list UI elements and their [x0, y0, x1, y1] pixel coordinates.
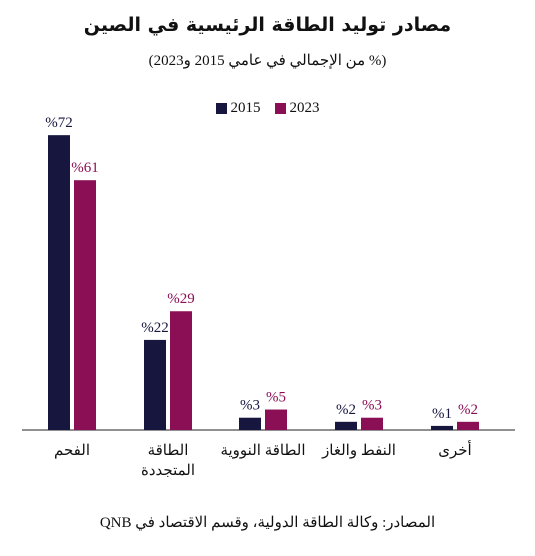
bar-2023-3 — [361, 417, 383, 430]
data-label-2015-4: %1 — [432, 406, 452, 422]
category-label-4: أخرى — [438, 440, 471, 459]
bar-2023-2 — [265, 409, 287, 430]
category-label-3: النفط والغاز — [321, 443, 396, 459]
data-label-2015-2: %3 — [240, 398, 260, 414]
bar-2015-2 — [239, 417, 261, 430]
source-note: المصادر: وكالة الطاقة الدولية، وقسم الاق… — [99, 515, 436, 531]
bar-2015-4 — [431, 425, 453, 430]
data-label-2015-0: %72 — [45, 115, 73, 131]
bar-chart: %72 %61 الفحم %22 %29 الطاقة المتجددة %3 %5 الطاق… — [22, 115, 515, 479]
legend-item-2015: 2015 — [215, 100, 261, 117]
bar-2015-1 — [144, 339, 166, 430]
data-label-2023-4: %2 — [458, 402, 478, 418]
legend-label-2015: 2015 — [230, 100, 261, 116]
legend-item-2023: 2023 — [274, 100, 320, 117]
bar-2023-4 — [457, 421, 479, 430]
category-label-1-line-0: الطاقة — [148, 443, 189, 459]
bar-2015-3 — [335, 421, 357, 430]
data-label-2015-1: %22 — [141, 320, 169, 336]
category-label-2: الطاقة النووية — [220, 443, 305, 459]
legend-swatch-2015 — [215, 103, 227, 114]
data-label-2023-3: %3 — [362, 398, 382, 414]
chart-title: مصادر توليد الطاقة الرئيسية في الصين — [83, 14, 452, 36]
legend-swatch-2023 — [274, 103, 286, 114]
bar-2023-0 — [74, 180, 96, 430]
data-label-2023-2: %5 — [266, 390, 286, 406]
category-label-1-line-1: المتجددة — [141, 463, 195, 479]
data-label-2015-3: %2 — [336, 402, 356, 418]
chart-subtitle: (% من الإجمالي في عامي 2015 و2023) — [148, 53, 387, 69]
legend: 2015 2023 — [0, 100, 535, 117]
bar-2015-0 — [48, 135, 70, 430]
data-label-2023-1: %29 — [167, 291, 195, 307]
category-label-0: الفحم — [54, 443, 90, 459]
legend-label-2023: 2023 — [289, 100, 320, 116]
bar-2023-1 — [170, 311, 192, 430]
data-label-2023-0: %61 — [71, 160, 99, 176]
